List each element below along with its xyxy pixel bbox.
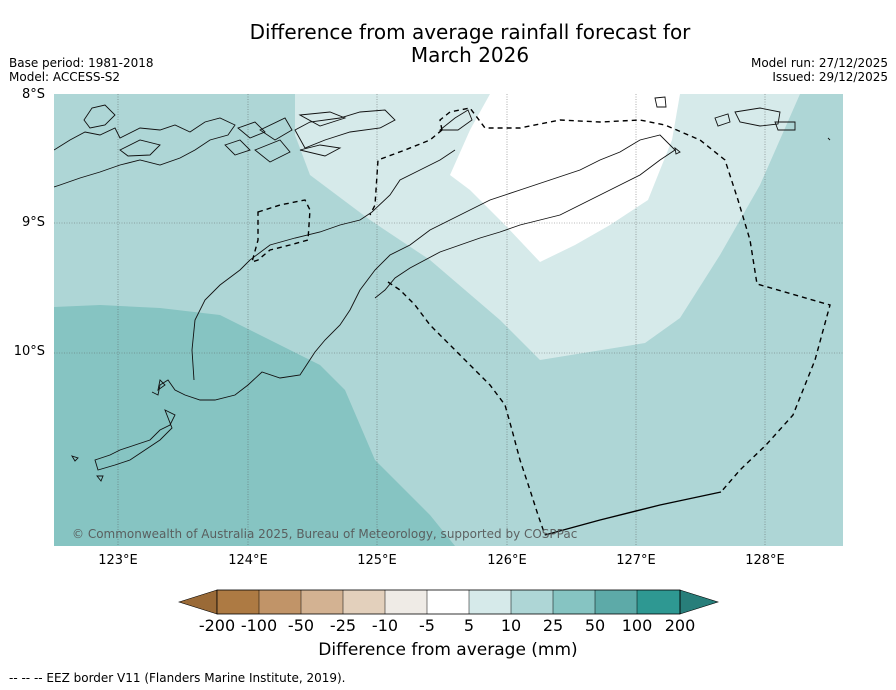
colorbar-tick-8: 25 [542, 616, 564, 635]
colorbar-segment-4 [385, 590, 427, 614]
lon-label-124e: 124°E [228, 553, 268, 568]
zone-25-50 [54, 305, 455, 546]
lon-label-128e: 128°E [745, 553, 785, 568]
colorbar-segment-9 [595, 590, 637, 614]
colorbar-segment-8 [553, 590, 595, 614]
eez-footnote: -- -- -- EEZ border V11 (Flanders Marine… [9, 671, 346, 685]
eez-borders [250, 107, 831, 536]
colorbar-tick-3: -25 [329, 616, 357, 635]
issued-date: Issued: 29/12/2025 [772, 70, 888, 84]
base-period: Base period: 1981-2018 [9, 56, 154, 70]
colorbar-under-arrow [178, 589, 218, 615]
rainfall-map: © Commonwealth of Australia 2025, Bureau… [54, 94, 843, 546]
colorbar-tick-11: 200 [664, 616, 696, 635]
graticule [54, 94, 843, 546]
coastlines [54, 96, 831, 482]
lat-label-9s: 9°S [21, 215, 45, 230]
colorbar-tick-7: 10 [500, 616, 522, 635]
map-copyright: © Commonwealth of Australia 2025, Bureau… [72, 527, 577, 541]
lat-label-10s: 10°S [13, 344, 45, 359]
colorbar-tick-10: 100 [621, 616, 653, 635]
colorbar-segment-10 [637, 590, 680, 614]
colorbar-segment-6 [469, 590, 511, 614]
colorbar-tick-0: -200 [198, 616, 236, 635]
colorbar-tick-5: -5 [419, 616, 435, 635]
model-name: Model: ACCESS-S2 [9, 70, 121, 84]
zone-neutral [450, 94, 680, 262]
colorbar-tick-2: -50 [287, 616, 315, 635]
colorbar-tick-4: -10 [371, 616, 399, 635]
map-title-line2: March 2026 [410, 43, 530, 67]
lon-label-123e: 123°E [98, 553, 138, 568]
lon-label-125e: 125°E [357, 553, 397, 568]
colorbar [178, 589, 719, 615]
lon-label-126e: 126°E [487, 553, 527, 568]
colorbar-segment-3 [343, 590, 385, 614]
colorbar-tick-9: 50 [584, 616, 606, 635]
colorbar-segment-7 [511, 590, 553, 614]
lat-label-8s: 8°S [21, 87, 45, 102]
colorbar-segment-0 [217, 590, 259, 614]
colorbar-over-arrow [679, 589, 719, 615]
eez-border-south [544, 491, 722, 536]
map-title-line1: Difference from average rainfall forecas… [249, 20, 691, 44]
colorbar-segment-1 [259, 590, 301, 614]
colorbar-label: Difference from average (mm) [318, 640, 578, 660]
colorbar-segment-5 [427, 590, 469, 614]
colorbar-tick-6: 5 [463, 616, 475, 635]
model-run: Model run: 27/12/2025 [750, 56, 888, 70]
colorbar-segment-2 [301, 590, 343, 614]
lon-label-127e: 127°E [616, 553, 656, 568]
colorbar-tick-1: -100 [240, 616, 278, 635]
